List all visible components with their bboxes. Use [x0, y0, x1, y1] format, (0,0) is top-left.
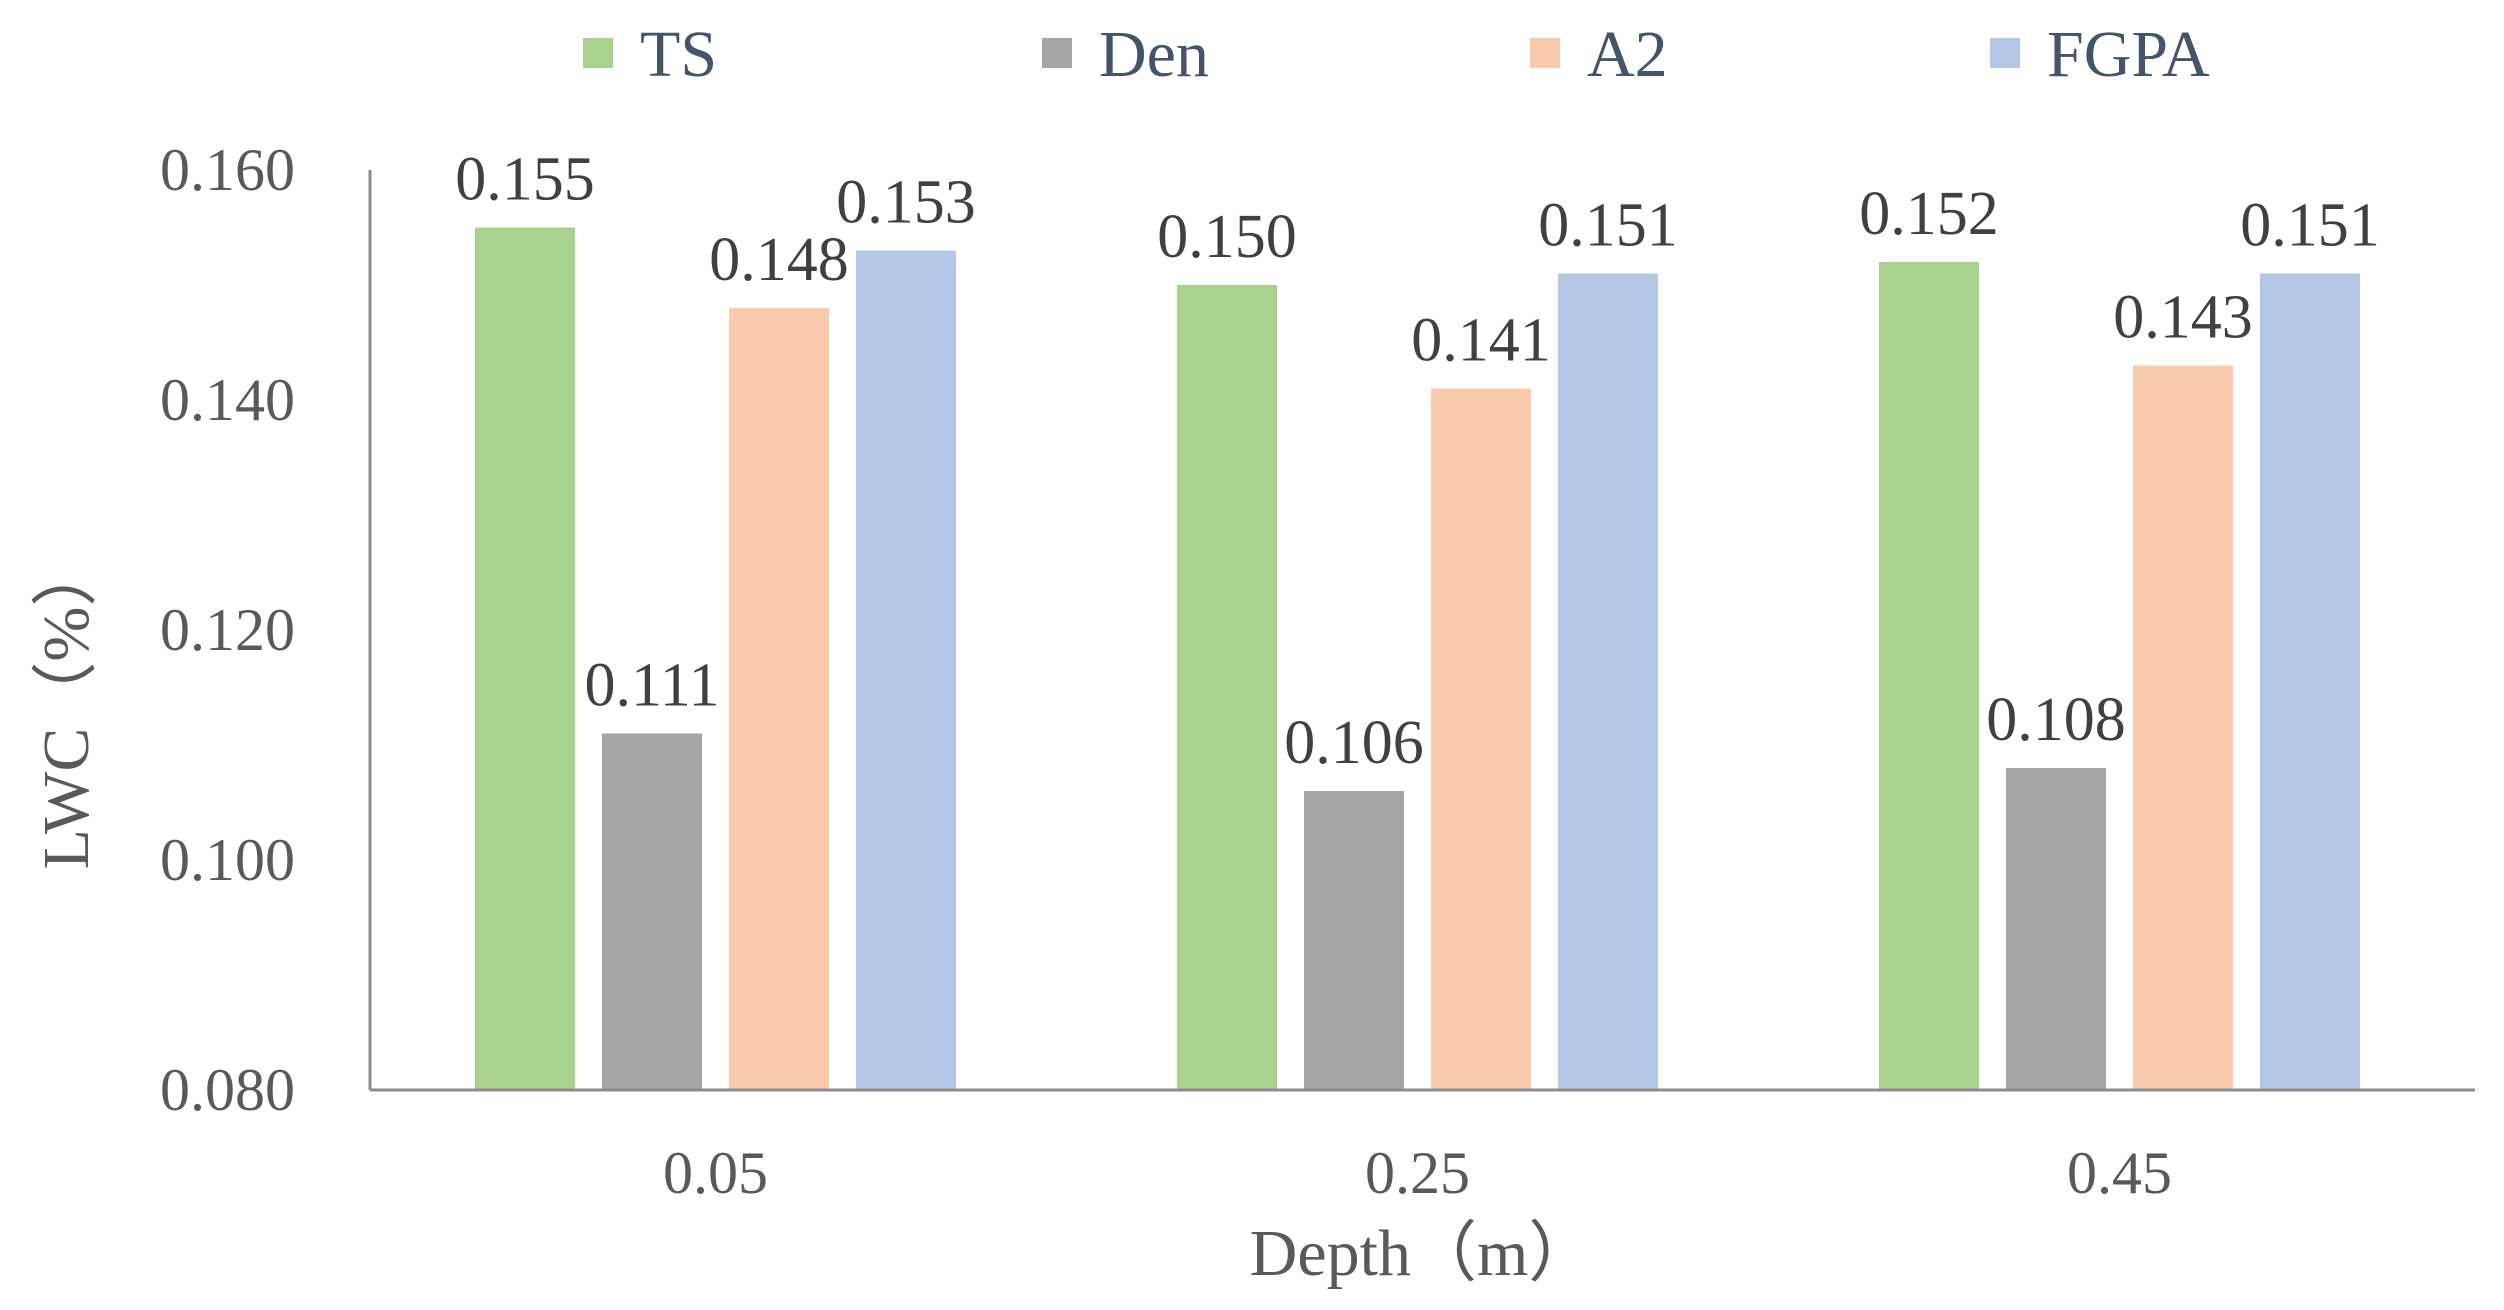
- legend-swatch-a2: [1530, 38, 1560, 68]
- bar-a2-0.45: [2133, 365, 2233, 1090]
- x-tick-label: 0.05: [663, 1140, 768, 1206]
- bar-a2-0.05: [729, 308, 829, 1090]
- bar-den-0.25: [1304, 791, 1404, 1090]
- bar-den-0.45: [2006, 768, 2106, 1090]
- bar-fgpa-0.05: [856, 250, 956, 1090]
- data-label: 0.151: [1538, 192, 1678, 260]
- data-label: 0.106: [1284, 709, 1424, 777]
- bar-a2-0.25: [1431, 388, 1531, 1090]
- data-label: 0.153: [836, 169, 976, 237]
- x-axis-title: Depth（m）: [1250, 1217, 1595, 1290]
- y-tick-label: 0.140: [160, 367, 295, 433]
- y-tick-label: 0.080: [160, 1057, 295, 1123]
- legend: TS Den A2 FGPA: [583, 18, 2210, 91]
- x-tick-label: 0.25: [1365, 1140, 1470, 1206]
- legend-swatch-ts: [583, 38, 613, 68]
- bar-fgpa-0.45: [2260, 273, 2360, 1090]
- bar-ts-0.05: [475, 227, 575, 1090]
- data-label: 0.155: [455, 146, 595, 214]
- legend-swatch-den: [1042, 38, 1072, 68]
- data-label: 0.111: [585, 652, 720, 720]
- bar-fgpa-0.25: [1558, 273, 1658, 1090]
- bar-ts-0.25: [1177, 285, 1277, 1090]
- data-label: 0.152: [1859, 180, 1999, 248]
- legend-label-fgpa: FGPA: [2047, 18, 2210, 91]
- data-label: 0.108: [1986, 686, 2126, 754]
- legend-label-den: Den: [1099, 18, 1209, 91]
- legend-swatch-fgpa: [1990, 38, 2020, 68]
- y-tick-label: 0.160: [160, 137, 295, 203]
- y-tick-label: 0.120: [160, 597, 295, 663]
- x-axis-ticks: 0.05 0.25 0.45: [663, 1140, 2172, 1206]
- y-axis-title: LWC（%）: [30, 541, 103, 870]
- legend-label-ts: TS: [640, 18, 717, 91]
- bar-den-0.05: [602, 733, 702, 1090]
- legend-label-a2: A2: [1587, 18, 1668, 91]
- data-label: 0.151: [2240, 192, 2380, 260]
- x-tick-label: 0.45: [2067, 1140, 2172, 1206]
- y-axis-ticks: 0.080 0.100 0.120 0.140 0.160: [160, 137, 295, 1123]
- data-label: 0.150: [1157, 203, 1297, 271]
- data-label: 0.143: [2113, 284, 2253, 352]
- data-label: 0.141: [1411, 307, 1551, 375]
- y-tick-label: 0.100: [160, 827, 295, 893]
- bar-ts-0.45: [1879, 262, 1979, 1090]
- bars: [475, 227, 2360, 1090]
- data-label: 0.148: [709, 226, 849, 294]
